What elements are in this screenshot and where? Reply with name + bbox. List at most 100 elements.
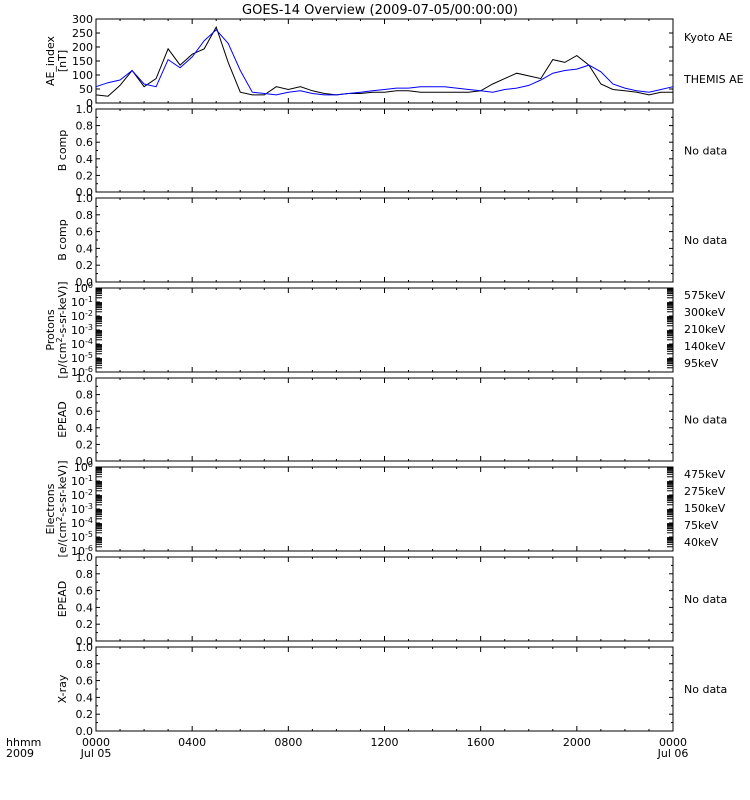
y-tick-label: 0 <box>86 97 93 110</box>
y-tick-label: 10-6 <box>71 365 93 379</box>
date-label: Jul 06 <box>657 747 689 760</box>
y-tick-label: 0.6 <box>76 585 94 598</box>
no-data-label: No data <box>684 234 727 247</box>
channel-label: 210keV <box>684 323 726 336</box>
no-data-label: No data <box>684 145 727 158</box>
y-tick-label: 100 <box>72 69 93 82</box>
chart-title: GOES-14 Overview (2009-07-05/00:00:00) <box>242 3 518 18</box>
y-tick-label: 100 <box>74 460 93 474</box>
y-tick-label: 0.8 <box>76 389 94 402</box>
y-axis-title: EPEAD <box>56 401 69 438</box>
y-tick-label: 10-3 <box>71 502 93 516</box>
y-tick-label: 0.2 <box>76 708 94 721</box>
y-tick-label: 10-4 <box>71 337 93 351</box>
y-tick-label: 200 <box>72 41 93 54</box>
legend-label: THEMIS AE <box>683 73 744 86</box>
y-tick-label: 10-3 <box>71 323 93 337</box>
y-tick-label: 300 <box>72 13 93 26</box>
panel-frame <box>95 287 674 373</box>
time-tick-label: 0000 <box>82 736 110 749</box>
channel-label: 150keV <box>684 502 726 515</box>
panel-epead2: 0.0 0.2 0.4 0.6 0.8 1.0 EPEAD No data <box>56 551 727 648</box>
y-axis-title: [e/(cm2-s-sr-keV)] <box>55 461 69 558</box>
y-tick-label: 0.0 <box>76 635 94 648</box>
panel-frame <box>95 377 674 462</box>
y-axis-title: B comp <box>56 219 69 261</box>
legend-label: Kyoto AE <box>684 31 733 44</box>
date-label: Jul 05 <box>80 747 112 760</box>
y-axis-title: Electrons <box>44 483 57 534</box>
y-tick-label: 0.4 <box>76 242 94 255</box>
y-tick-label: 0.8 <box>76 120 94 133</box>
y-tick-label: 0.0 <box>76 186 94 199</box>
panel-bcomp1: 0.0 0.2 0.4 0.6 0.8 1.0 B comp No data <box>56 103 727 199</box>
panel-frame <box>95 646 674 732</box>
y-tick-label: 1.0 <box>76 192 94 205</box>
y-axis-title: B comp <box>56 130 69 172</box>
series-line-kyoto-ae <box>95 25 673 97</box>
y-tick-label: 0.6 <box>76 675 94 688</box>
y-tick-label: 100 <box>74 281 93 295</box>
y-tick-label: 10-1 <box>71 474 93 488</box>
time-tick-label: 1200 <box>371 736 399 749</box>
channel-label: 275keV <box>684 485 726 498</box>
y-tick-label: 10-1 <box>71 295 93 309</box>
y-tick-label: 10-6 <box>71 544 93 558</box>
panel-bcomp2: 0.0 0.2 0.4 0.6 0.8 1.0 B comp No data <box>56 192 727 289</box>
y-axis-title: X-ray <box>56 674 69 703</box>
y-tick-label: 0.4 <box>76 691 94 704</box>
channel-label: 140keV <box>684 340 726 353</box>
y-tick-label: 10-2 <box>71 309 93 323</box>
channel-label: 40keV <box>684 536 719 549</box>
no-data-label: No data <box>684 414 727 427</box>
y-tick-label: 50 <box>79 83 93 96</box>
y-tick-label: 0.2 <box>76 618 94 631</box>
channel-label: 95keV <box>684 357 719 370</box>
y-tick-label: 0.6 <box>76 226 94 239</box>
time-tick-label: 0800 <box>274 736 302 749</box>
y-tick-label: 0.6 <box>76 136 94 149</box>
time-tick-label: 1600 <box>467 736 495 749</box>
time-tick-label: 0000 <box>659 736 687 749</box>
time-tick-label: 2000 <box>563 736 591 749</box>
y-tick-label: 0.4 <box>76 153 94 166</box>
y-tick-label: 0.2 <box>76 259 94 272</box>
y-tick-label: 1.0 <box>76 103 94 116</box>
channel-label: 475keV <box>684 468 726 481</box>
time-axis-row1-label: hhmm <box>6 736 41 749</box>
y-tick-label: 0.4 <box>76 422 94 435</box>
time-axis-row2-label: 2009 <box>6 747 34 760</box>
channel-label: 300keV <box>684 306 726 319</box>
y-axis-title: Protons <box>44 309 57 350</box>
y-tick-label: 0.8 <box>76 658 94 671</box>
y-tick-label: 0.0 <box>76 455 94 468</box>
channel-label: 575keV <box>684 289 726 302</box>
y-tick-label: 0.6 <box>76 405 94 418</box>
panel-frame <box>95 466 674 552</box>
y-tick-label: 0.2 <box>76 169 94 182</box>
y-tick-label: 1.0 <box>76 641 94 654</box>
series-line-themis-ae <box>95 29 674 96</box>
y-tick-label: 0.4 <box>76 601 94 614</box>
y-tick-label: 0.0 <box>76 725 94 738</box>
y-tick-label: 10-5 <box>71 351 93 365</box>
panel-xray: 0.0 0.2 0.4 0.6 0.8 1.0 X-ray No data <box>56 641 727 738</box>
y-tick-label: 1.0 <box>76 372 94 385</box>
time-tick-label: 0400 <box>178 736 206 749</box>
channel-label: 75keV <box>684 519 719 532</box>
panel-epead1: 0.0 0.2 0.4 0.6 0.8 1.0 EPEAD No data <box>56 372 727 468</box>
y-tick-label: 10-4 <box>71 516 93 530</box>
y-tick-label: 10-5 <box>71 530 93 544</box>
panel-frame <box>95 108 674 193</box>
y-axis-title: [p/(cm2-s-sr-keV)] <box>55 281 69 378</box>
y-axis-title: EPEAD <box>56 581 69 618</box>
panel-frame <box>95 556 674 642</box>
y-tick-label: 0.8 <box>76 209 94 222</box>
y-tick-label: 150 <box>72 55 93 68</box>
panel-frame <box>95 18 674 104</box>
